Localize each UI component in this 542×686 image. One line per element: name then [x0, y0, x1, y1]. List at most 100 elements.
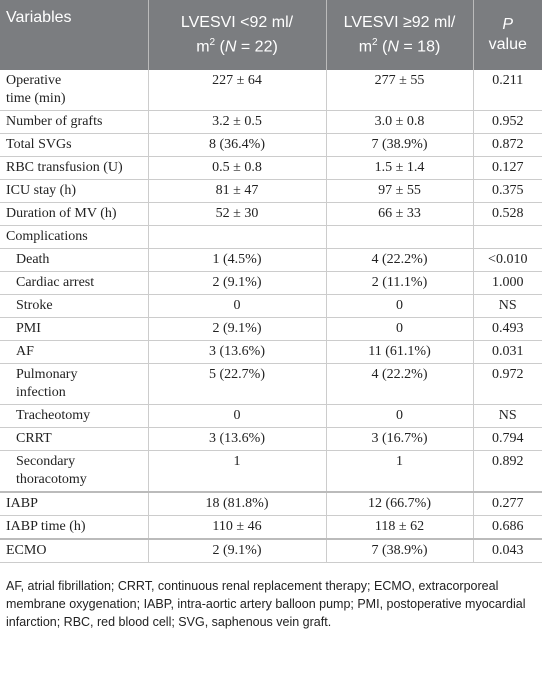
table-cell: Death — [0, 248, 149, 272]
cell-value: 0 — [396, 321, 403, 336]
table: Variables LVESVI <92 ml/m2 (N = 22) LVES… — [0, 0, 542, 563]
table-cell: 0 — [148, 294, 327, 318]
cell-value: NS — [498, 408, 517, 423]
table-row: ICU stay (h) 81 ± 47 97 ± 55 0.375 — [0, 179, 542, 203]
table-row: Number of grafts 3.2 ± 0.5 3.0 ± 0.8 0.952 — [0, 110, 542, 134]
header-italic: N — [224, 38, 237, 56]
header-text: Variables — [6, 9, 72, 26]
table-row: Operative time (min) 227 ± 64 277 ± 55 0.21… — [0, 70, 542, 111]
table-cell — [473, 225, 542, 249]
table-cell: 1 — [148, 450, 327, 493]
table-cell: 0.043 — [473, 539, 542, 563]
cell-value: 11 (61.1%) — [368, 344, 431, 359]
table-cell: 81 ± 47 — [148, 179, 327, 203]
table-cell: ICU stay (h) — [0, 179, 149, 203]
header-row: Variables LVESVI <92 ml/m2 (N = 22) LVES… — [0, 0, 542, 70]
table-cell: PMI — [0, 317, 149, 341]
table-cell: 1.5 ± 1.4 — [326, 156, 474, 180]
cell-value: 18 (81.8%) — [205, 496, 269, 511]
cell-value: <0.010 — [488, 252, 528, 267]
header-text: LVESVI <92 ml/ — [180, 13, 294, 31]
footnote: AF, atrial fibrillation; CRRT, continuou… — [6, 579, 526, 629]
table-cell: Number of grafts — [0, 110, 149, 134]
cell-value: 4 (22.2%) — [371, 252, 428, 267]
header-text: value — [488, 36, 527, 53]
table-cell: 3.0 ± 0.8 — [326, 110, 474, 134]
table-row: Stroke 0 0 NS — [0, 294, 542, 318]
table-cell: 3 (16.7%) — [326, 427, 474, 451]
table-cell: NS — [473, 294, 542, 318]
table-cell: 0.493 — [473, 317, 542, 341]
cell-value: 3.2 ± 0.5 — [212, 114, 262, 129]
header-cell: Variables — [0, 0, 149, 70]
cell-value: 277 ± 55 — [374, 73, 425, 88]
table-cell: 18 (81.8%) — [148, 491, 327, 516]
table-cell: 0.211 — [473, 70, 542, 111]
table-cell: 0.872 — [473, 133, 542, 157]
cell-value: 3 (13.6%) — [209, 431, 265, 446]
row-label: PMI — [16, 321, 41, 336]
cell-value: 110 ± 46 — [212, 519, 262, 534]
cell-value: 118 ± 62 — [374, 519, 425, 534]
cell-value: 7 (38.9%) — [371, 543, 428, 558]
cell-value: 1 (4.5%) — [212, 252, 262, 267]
cell-value: 1 — [396, 454, 403, 469]
table-row: Complications — [0, 225, 542, 249]
cell-value: 2 (9.1%) — [212, 543, 262, 558]
table-cell: CRRT — [0, 427, 149, 451]
cell-value: 0.127 — [492, 160, 524, 175]
header-cell: LVESVI ≥92 ml/m2 (N = 18) — [326, 0, 474, 70]
table-row: AF 3 (13.6%) 11 (61.1%) 0.031 — [0, 340, 542, 364]
cell-value: 0.031 — [492, 344, 524, 359]
row-label: Death — [16, 252, 50, 267]
header-text: m — [196, 38, 210, 56]
row-label: Total SVGs — [6, 137, 72, 152]
table-cell: 1 — [326, 450, 474, 493]
table-row: Pulmonary infection 5 (22.7%) 4 (22.2%) 0.9… — [0, 363, 542, 405]
table-cell: 0 — [326, 317, 474, 341]
cell-value: 0 — [233, 298, 241, 313]
header-sup: 2 — [209, 36, 216, 48]
cell-value: 4 (22.2%) — [371, 367, 428, 382]
header-sup: 2 — [372, 36, 378, 48]
cell-value: 8 (36.4%) — [209, 137, 265, 152]
cell-value: 0.375 — [492, 183, 524, 198]
table-cell: RBC transfusion (U) — [0, 156, 149, 180]
row-label: Complications — [6, 229, 88, 244]
row-label: Stroke — [16, 298, 53, 313]
cell-value: 81 ± 47 — [215, 183, 259, 198]
table-cell: 0.686 — [473, 515, 542, 540]
table-cell — [148, 225, 327, 249]
table-row: Total SVGs 8 (36.4%) 7 (38.9%) 0.872 — [0, 133, 542, 157]
cell-value: 0.211 — [492, 73, 524, 88]
table-row: IABP time (h) 110 ± 46 118 ± 62 0.686 — [0, 515, 542, 540]
cell-value: 0.686 — [492, 519, 524, 534]
cell-value: NS — [498, 298, 517, 313]
row-label: Secondary thoracotomy — [16, 454, 87, 487]
row-label: ICU stay (h) — [6, 183, 76, 198]
header-italic: N — [387, 38, 399, 56]
table-cell: 5 (22.7%) — [148, 363, 327, 405]
cell-value: 0.892 — [492, 454, 524, 469]
row-label: RBC transfusion (U) — [6, 160, 123, 175]
table-cell: NS — [473, 404, 542, 428]
table-cell: 0 — [326, 294, 474, 318]
table-row: ECMO 2 (9.1%) 7 (38.9%) 0.043 — [0, 539, 542, 563]
header-text: LVESVI ≥92 ml/ — [343, 13, 456, 31]
cell-value: 0 — [396, 408, 403, 423]
table-cell: 66 ± 33 — [326, 202, 474, 226]
cell-value: 5 (22.7%) — [209, 367, 265, 382]
table-cell: Secondary thoracotomy — [0, 450, 149, 493]
row-label: Tracheotomy — [16, 408, 91, 423]
row-label: Number of grafts — [6, 114, 103, 129]
row-label: ECMO — [6, 543, 47, 558]
row-label: Pulmonary infection — [16, 367, 78, 400]
table-cell: 0 — [326, 404, 474, 428]
table-cell: 0.528 — [473, 202, 542, 226]
table-cell: 0.277 — [473, 491, 542, 516]
table-body: Operative time (min) 227 ± 64 277 ± 55 0.21… — [0, 70, 542, 563]
table-cell: Cardiac arrest — [0, 271, 149, 295]
table-row: Tracheotomy 0 0 NS — [0, 404, 542, 428]
